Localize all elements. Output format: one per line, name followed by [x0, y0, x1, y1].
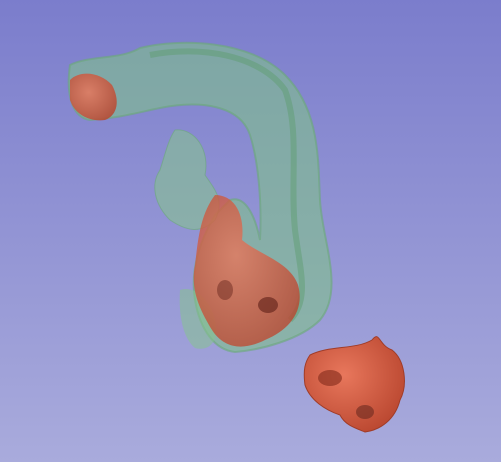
green-segment-inner [149, 48, 305, 323]
red-segment-top [70, 73, 117, 121]
hole [318, 370, 342, 386]
hole [356, 405, 374, 419]
red-blob [303, 336, 405, 433]
hole [217, 280, 233, 300]
green-fragment [154, 129, 220, 230]
hole [258, 297, 278, 313]
